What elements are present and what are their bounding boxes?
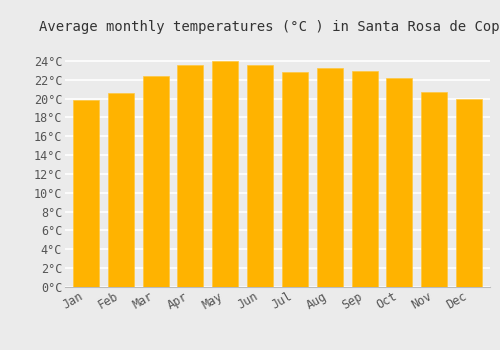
Bar bbox=[212, 61, 238, 287]
Bar bbox=[456, 99, 482, 287]
Bar bbox=[73, 100, 99, 287]
Bar bbox=[421, 92, 448, 287]
Bar bbox=[247, 65, 273, 287]
Bar bbox=[108, 93, 134, 287]
Bar bbox=[178, 65, 204, 287]
Bar bbox=[386, 78, 412, 287]
Bar bbox=[282, 72, 308, 287]
Bar bbox=[142, 76, 169, 287]
Bar bbox=[352, 71, 378, 287]
Bar bbox=[316, 68, 343, 287]
Title: Average monthly temperatures (°C ) in Santa Rosa de Copán: Average monthly temperatures (°C ) in Sa… bbox=[39, 19, 500, 34]
